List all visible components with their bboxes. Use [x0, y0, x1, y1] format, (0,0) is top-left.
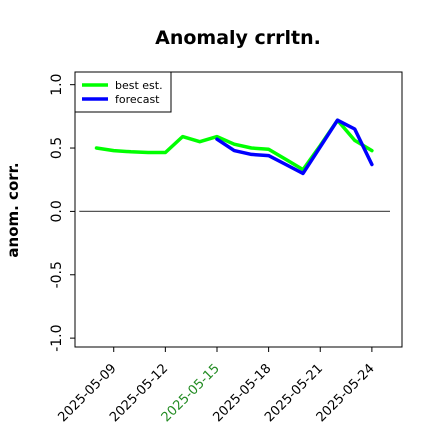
series-line-forecast [215, 118, 374, 176]
y-tick-label: -1.0 [49, 324, 65, 351]
y-tick-label: 0.0 [49, 200, 65, 222]
legend-label: best est. [115, 79, 163, 92]
y-tick-label: -0.5 [49, 261, 65, 288]
legend-label: forecast [115, 93, 160, 106]
chart-title: Anomaly crrltn. [155, 27, 321, 49]
series-line-best-est [94, 118, 374, 172]
legend-box [74, 71, 172, 113]
plot-frame [74, 71, 403, 348]
y-tick-label: 1.0 [49, 74, 65, 96]
y-tick-label: 0.5 [49, 137, 65, 159]
y-axis-label: anom. corr. [4, 162, 22, 257]
